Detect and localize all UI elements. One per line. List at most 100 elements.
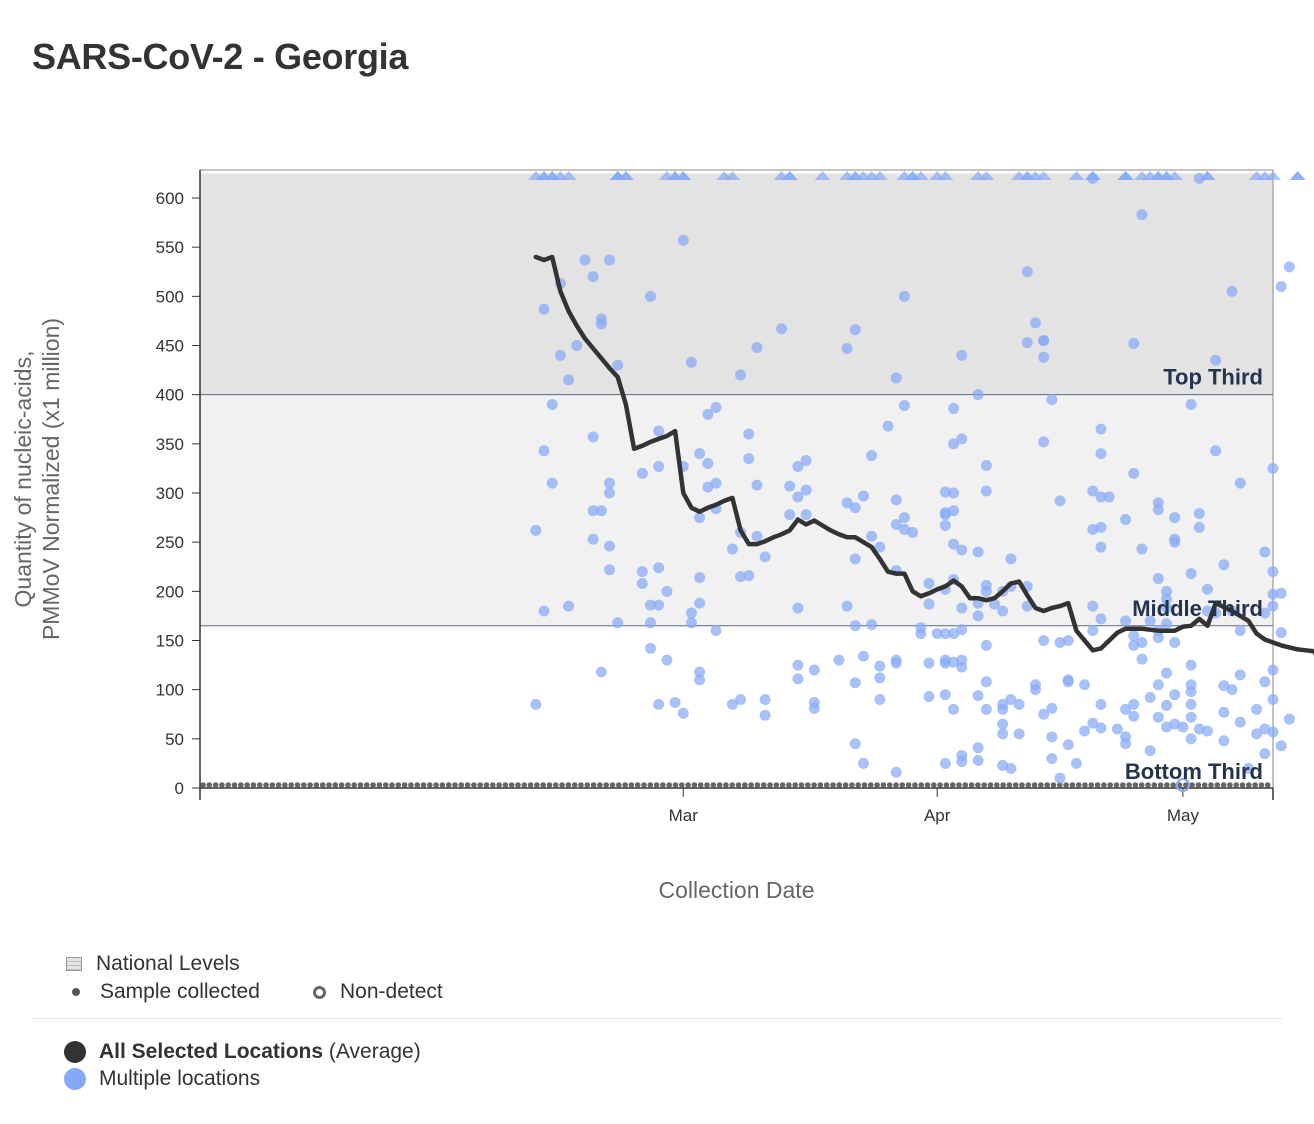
- sample-collected-dot: [1132, 782, 1139, 788]
- sample-collected-dot: [767, 782, 773, 788]
- sample-collected-dot: [679, 782, 685, 788]
- sample-collected-dot: [1107, 782, 1113, 788]
- sample-point: [1169, 512, 1181, 524]
- sample-collected-dot: [924, 782, 931, 788]
- sample-point: [1087, 485, 1099, 497]
- sample-point: [1283, 713, 1295, 725]
- sample-collected-dot: [1233, 782, 1239, 788]
- x-tick-label: May: [1167, 806, 1200, 825]
- sample-point: [948, 438, 960, 450]
- sample-collected-dot: [502, 782, 509, 788]
- sample-point: [1029, 317, 1041, 329]
- sample-point: [948, 487, 960, 499]
- y-tick-label: 200: [156, 582, 184, 601]
- sample-points: [530, 172, 1295, 792]
- sample-collected-dot: [1006, 782, 1013, 788]
- sample-point: [759, 709, 771, 721]
- sample-point: [890, 657, 902, 669]
- sample-point: [644, 599, 656, 611]
- sample-point: [898, 399, 910, 411]
- sample-point: [1120, 615, 1132, 627]
- sample-point: [1152, 679, 1164, 691]
- sample-collected-dot: [798, 782, 805, 788]
- sample-point: [1185, 733, 1197, 745]
- sample-point: [1267, 566, 1279, 578]
- sample-point: [1128, 630, 1140, 642]
- sample-point: [784, 509, 796, 521]
- sample-point: [1021, 266, 1033, 278]
- sample-collected-dot: [987, 782, 994, 788]
- sample-collected-dot: [420, 782, 427, 788]
- chart-title: SARS-CoV-2 - Georgia: [32, 36, 409, 77]
- sample-point: [759, 694, 771, 705]
- sample-collected-dot: [1094, 782, 1101, 788]
- sample-point: [1029, 684, 1041, 696]
- y-tick-label: 500: [156, 287, 184, 306]
- sample-point: [1095, 541, 1107, 553]
- sample-collected-dot: [905, 782, 912, 788]
- sample-point: [677, 234, 689, 246]
- sample-point: [702, 481, 714, 493]
- sample-point: [743, 428, 755, 440]
- sample-collected-dot: [200, 782, 206, 788]
- sample-point: [1038, 436, 1050, 448]
- sample-collected-dot: [540, 782, 546, 788]
- sample-point: [1275, 281, 1287, 292]
- sample-collected-dot: [1151, 782, 1158, 788]
- sample-point: [1218, 735, 1230, 747]
- sample-point: [1095, 613, 1107, 625]
- sample-point: [1120, 738, 1132, 750]
- sample-point: [939, 628, 951, 640]
- legend-national-levels[interactable]: National Levels: [66, 952, 240, 976]
- sample-point: [1185, 686, 1197, 698]
- sample-collected-dot: [244, 782, 250, 788]
- sample-point: [1242, 762, 1254, 774]
- average-line: [533, 254, 1314, 656]
- sample-point: [956, 544, 968, 556]
- sample-point: [636, 566, 648, 578]
- sample-collected-dot: [1157, 782, 1164, 788]
- sample-collected-dot: [571, 782, 578, 788]
- sample-point: [554, 349, 566, 361]
- sample-collected-dot: [1138, 782, 1145, 788]
- sample-point: [1234, 669, 1246, 681]
- sample-collected-dot: [1264, 782, 1271, 788]
- sample-point: [1201, 583, 1213, 595]
- sample-collected-dot: [609, 782, 616, 788]
- sample-collected-dot: [962, 782, 969, 788]
- sample-collected-dot: [981, 782, 987, 788]
- sample-point: [612, 617, 624, 629]
- sample-point: [980, 459, 992, 471]
- sample-point: [1144, 745, 1156, 757]
- legend-multiple-locations[interactable]: Multiple locations: [64, 1067, 260, 1091]
- y-tick-label: 600: [156, 189, 184, 208]
- sample-point: [685, 607, 697, 619]
- sample-point: [784, 480, 796, 492]
- sample-collected-dot: [830, 782, 836, 788]
- sample-point: [702, 408, 714, 420]
- sample-point: [841, 497, 853, 509]
- sample-point: [890, 494, 902, 506]
- sample-point: [587, 431, 599, 443]
- sample-point: [677, 707, 689, 719]
- sample-point: [948, 402, 960, 414]
- sample-point: [980, 676, 992, 688]
- sample-point: [1275, 627, 1287, 639]
- sample-point: [1054, 495, 1066, 507]
- sample-collected-dot: [949, 782, 956, 788]
- sample-point: [710, 477, 722, 489]
- sample-collected-dot: [1208, 782, 1214, 788]
- sample-point: [685, 617, 697, 629]
- band-label-bottom-third: Bottom Third: [1125, 759, 1263, 784]
- legend-all-selected[interactable]: All Selected Locations (Average): [64, 1040, 421, 1064]
- sample-point: [653, 599, 665, 611]
- sample-point: [1267, 726, 1279, 738]
- sample-point: [1267, 600, 1279, 612]
- sample-point: [1038, 635, 1050, 646]
- sample-point: [563, 600, 575, 612]
- sample-collected-dot: [874, 782, 880, 788]
- sample-point: [1234, 716, 1246, 728]
- sample-point: [1128, 698, 1140, 710]
- sample-point: [972, 610, 984, 622]
- sample-collected-dot: [206, 782, 213, 788]
